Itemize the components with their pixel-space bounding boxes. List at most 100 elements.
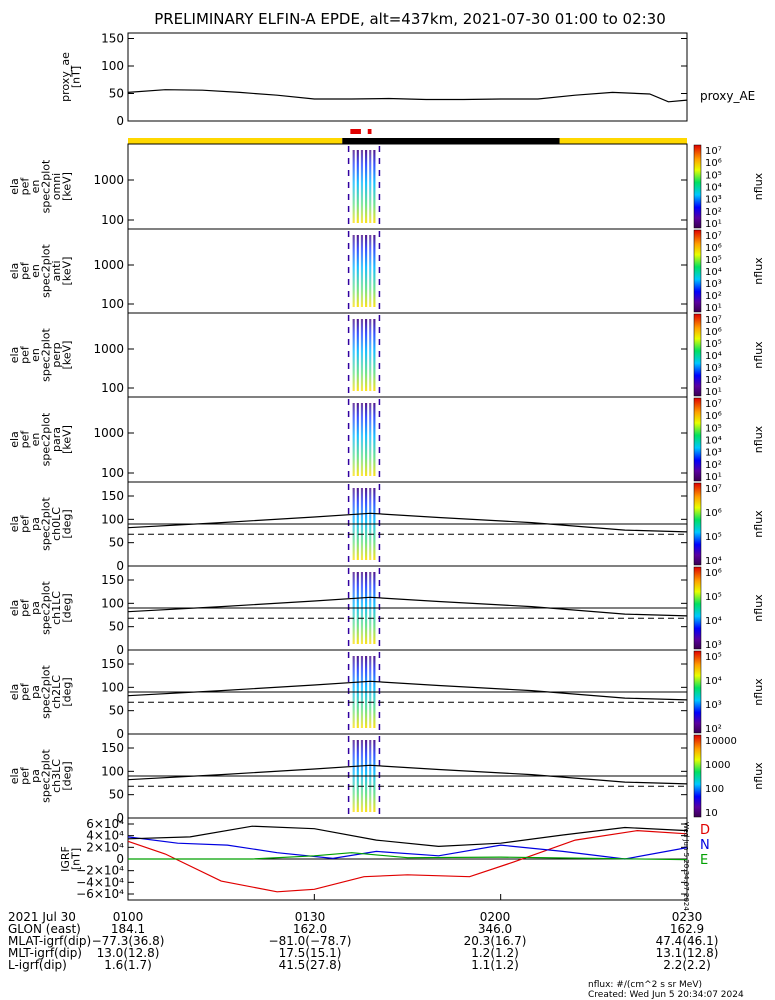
colorbar-gradient bbox=[693, 397, 702, 482]
colorbar-label: nflux bbox=[752, 762, 765, 790]
footer-value: 2.2(2.2) bbox=[663, 958, 711, 972]
panel-stack: proxy_ae[nT]150100500proxy_AEelapefenspe… bbox=[8, 32, 765, 912]
footer-value: −81.0(−78.7) bbox=[269, 934, 352, 948]
colorbar-gradient bbox=[693, 482, 702, 566]
panel-ylabel: [deg] bbox=[60, 761, 73, 790]
colorbar-label: nflux bbox=[752, 341, 765, 369]
colorbar-tick: 10000 bbox=[705, 736, 737, 747]
spectrogram-column bbox=[373, 150, 376, 223]
panel-ylabel: ch3LC bbox=[50, 759, 63, 793]
panel-ylabel: IGRF bbox=[59, 846, 72, 872]
spectrogram-column bbox=[373, 235, 376, 307]
spectrogram-column bbox=[365, 150, 368, 223]
panel-frame bbox=[127, 32, 688, 122]
y-tick-label: 100 bbox=[101, 512, 124, 526]
colorbar-tick: 10⁵ bbox=[705, 532, 722, 543]
panel-ylabel: pef bbox=[18, 682, 31, 701]
colorbar-tick: 10² bbox=[705, 460, 722, 471]
panel-ylabel: ela bbox=[8, 768, 21, 785]
colorbar-tick: 10⁵ bbox=[705, 423, 722, 434]
y-tick-label: 50 bbox=[109, 536, 124, 550]
panel-ylabel: pef bbox=[18, 598, 31, 617]
panel-ylabel: ela bbox=[8, 347, 21, 364]
panel-frame bbox=[127, 143, 688, 230]
spectrogram-column bbox=[369, 235, 372, 307]
colorbar-label: nflux bbox=[752, 425, 765, 453]
panel-ylabel: ela bbox=[8, 263, 21, 280]
panel-ylabel: [keV] bbox=[60, 172, 73, 201]
loss-cone-curve bbox=[127, 680, 688, 701]
colorbar-gradient bbox=[693, 734, 702, 818]
footer-row-label: GLON (east) bbox=[8, 922, 81, 936]
panel-ylabel: spec2plot bbox=[39, 328, 52, 382]
y-tick-label: 150 bbox=[101, 32, 124, 46]
units-note: nflux: #/(cm^2 s sr MeV) bbox=[588, 980, 702, 990]
igrf-legend-D: D bbox=[700, 823, 710, 838]
colorbar-tick: 10 bbox=[705, 808, 718, 819]
y-tick-label: 100 bbox=[101, 466, 124, 480]
footer-value: 0200 bbox=[480, 910, 511, 924]
panel-ylabel: pef bbox=[18, 345, 31, 364]
proxy-ae-line bbox=[127, 89, 688, 103]
panel-ylabel: spec2plot bbox=[39, 497, 52, 551]
footer-value: 184.1 bbox=[111, 922, 145, 936]
footer-row-label: MLT-igrf(dip) bbox=[8, 946, 82, 960]
y-tick-label: 100 bbox=[101, 680, 124, 694]
y-tick-label: 100 bbox=[101, 59, 124, 73]
status-segment bbox=[128, 138, 343, 144]
colorbar-tick: 10⁶ bbox=[705, 243, 722, 254]
spectrogram-column bbox=[360, 235, 364, 307]
colorbar-tick: 100 bbox=[705, 784, 724, 795]
created-timestamp: Created: Wed Jun 5 20:34:07 2024 bbox=[588, 990, 744, 1000]
panel-ylabel: omni bbox=[50, 173, 63, 200]
spectrogram-column bbox=[356, 319, 359, 391]
y-tick-label: 100 bbox=[101, 764, 124, 778]
panel-ylabel: [deg] bbox=[60, 593, 73, 622]
y-tick-label: 4×10⁴ bbox=[86, 829, 124, 843]
colorbar-tick: 10³ bbox=[705, 279, 722, 290]
spectrogram-column bbox=[356, 235, 359, 307]
panel-ylabel: pa bbox=[29, 685, 42, 699]
footer-value: 1.2(1.2) bbox=[471, 946, 519, 960]
colorbar-pa-ch3: 10000 1000 100 10 nflux bbox=[693, 734, 765, 819]
colorbar-gradient bbox=[693, 229, 702, 313]
colorbar-tick: 10⁷ bbox=[705, 231, 722, 242]
panel-ylabel: [deg] bbox=[60, 677, 73, 706]
y-tick-label: 100 bbox=[101, 381, 124, 395]
colorbar-tick: 10² bbox=[705, 291, 722, 302]
panel-ylabel: [keV] bbox=[60, 257, 73, 286]
colorbar-tick: 10³ bbox=[705, 195, 722, 206]
panel-ylabel: proxy_ae bbox=[59, 52, 72, 102]
y-tick-label: 50 bbox=[109, 620, 124, 634]
panel-ylabel: ch1LC bbox=[50, 591, 63, 625]
colorbar-pa-ch0: 10⁷ 10⁶ 10⁵ 10⁴ nflux bbox=[693, 482, 765, 567]
y-tick-label: 6×10⁴ bbox=[86, 817, 124, 831]
igrf-legend-E: E bbox=[700, 853, 708, 868]
status-segment bbox=[342, 138, 560, 144]
panel-frame bbox=[127, 312, 688, 398]
panel-ylabel: ela bbox=[8, 600, 21, 617]
footer-row-label: L-igrf(dip) bbox=[8, 958, 67, 972]
y-tick-label: 150 bbox=[101, 573, 124, 587]
y-tick-label: 50 bbox=[109, 788, 124, 802]
colorbar-gradient bbox=[693, 566, 702, 650]
colorbar-tick: 10⁴ bbox=[705, 267, 722, 278]
panel-ylabel: spec2plot bbox=[39, 581, 52, 635]
colorbar-tick: 10¹ bbox=[705, 303, 722, 314]
side-timestamp: Wed Jun 5 20:34:07 2024 bbox=[682, 822, 690, 911]
colorbar-tick: 10⁷ bbox=[705, 399, 722, 410]
loss-cone-curve bbox=[127, 596, 688, 617]
footer-value: 20.3(16.7) bbox=[464, 934, 527, 948]
panel-ylabel: [nT] bbox=[69, 848, 82, 870]
igrf-series-|B| bbox=[127, 825, 688, 848]
y-tick-label: 100 bbox=[101, 596, 124, 610]
igrf-series-E bbox=[128, 852, 688, 861]
colorbar-tick: 10³ bbox=[705, 700, 722, 711]
colorbar-gradient bbox=[693, 650, 702, 734]
